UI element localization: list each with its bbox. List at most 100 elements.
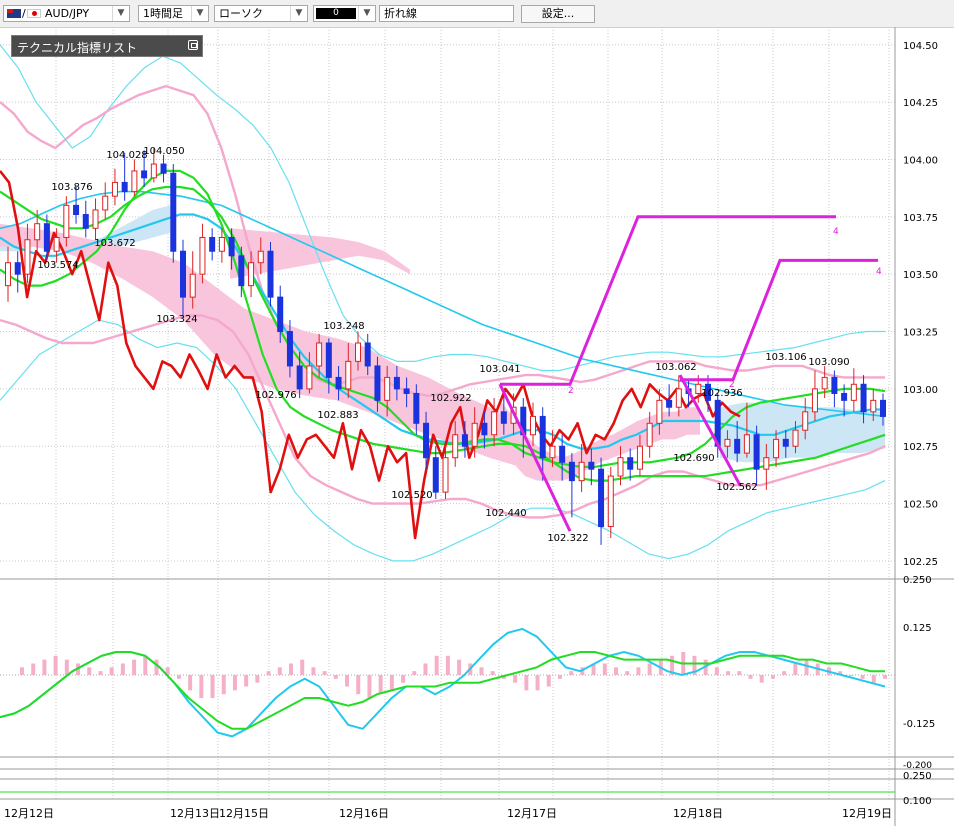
y-tick-label: 102.75 [903,442,938,453]
candle-body [34,223,41,241]
candle-body [860,383,867,413]
price-label: 103.062 [655,362,696,373]
chevron-down-icon[interactable]: ▼ [191,6,208,21]
candle-body [170,172,177,252]
candle-body [306,365,313,390]
toolbar: / AUD/JPY ▼ 1時間足 ▼ ローソク ▼ 0 ▼ 折れ線 設定... [0,0,954,28]
x-tick-label: 12月12日 [4,807,54,820]
restore-window-icon[interactable] [188,40,198,50]
macd-histogram-bar [490,671,495,675]
price-label: 103.876 [51,182,92,193]
zigzag-line-2b [678,374,742,486]
color-swatch: 0 [316,8,356,19]
timeframe-select[interactable]: 1時間足 ▼ [138,5,209,22]
candle-body [218,236,225,252]
macd-histogram-bar [154,659,159,675]
candle-body [666,399,673,408]
candle-body [267,250,274,298]
y-tick-label: 104.50 [903,41,938,52]
candle-body [209,236,216,252]
candle-body [461,434,468,447]
color-select[interactable]: 0 ▼ [313,5,376,22]
candle-body [491,411,498,436]
candle-body [374,365,381,401]
macd-histogram-bar [210,675,215,699]
candle-body [636,445,643,470]
candle-body [189,273,196,298]
macd-histogram-bar [838,671,843,675]
price-label: 102.520 [391,490,432,501]
candle-body [238,255,245,287]
zigzag-line-1 [500,215,836,386]
chevron-down-icon[interactable]: ▼ [290,6,307,21]
osc-tick-label: 0.250 [903,575,932,586]
macd-histogram-bar [288,663,293,675]
macd-histogram-bar [849,675,854,676]
macd-histogram-bar [513,675,518,683]
candle-body [345,360,352,390]
macd-histogram-bar [782,671,787,675]
green-ma-upper [0,185,886,468]
timeframe-label: 1時間足 [143,7,183,20]
x-tick-label: 12月17日 [507,807,557,820]
macd-line [0,627,886,738]
candle-body [880,399,886,417]
chart-style-label: ローソク [219,7,263,20]
macd-histogram-bar [176,675,181,679]
candle-body [743,434,750,454]
zigzag-label: 4 [833,227,839,237]
candle-body [831,376,838,394]
chart-style-select[interactable]: ローソク ▼ [214,5,308,22]
x-tick-label: 12月18日 [673,807,723,820]
price-label: 104.028 [106,150,147,161]
candle-body [199,236,206,275]
candle-body [530,415,536,436]
settings-button[interactable]: 設定... [521,5,595,23]
macd-histogram-bar [188,675,193,691]
candle-body [150,163,157,179]
line-style-select[interactable]: 折れ線 [379,5,514,22]
macd-histogram-bar [670,655,675,675]
candle-body [53,236,60,252]
chevron-down-icon[interactable]: ▼ [112,6,129,21]
macd-histogram-bar [737,671,742,675]
x-tick-label: 12月15日 [219,807,269,820]
currency-pair-select[interactable]: / AUD/JPY ▼ [3,5,130,22]
bottom-tick-label: 0.100 [903,796,932,807]
candle-body [73,204,80,216]
macd-histogram-bar [143,655,148,675]
macd-histogram-bar [165,667,170,675]
price-label: 103.090 [808,357,849,368]
bollinger-upper-line [0,44,885,372]
technical-indicator-list-panel[interactable]: テクニカル指標リスト [11,35,203,57]
osc-tick-label: -0.125 [903,719,935,730]
cloud-pink-2 [230,228,410,279]
macd-histogram-bar [692,655,697,675]
chevron-down-icon[interactable]: ▼ [358,6,375,21]
zigzag-line-1b [498,383,572,532]
macd-histogram-bar [277,667,282,675]
candle-body [82,214,89,229]
macd-histogram-bar [412,671,417,675]
zigzag-label: 2 [568,386,574,396]
zigzag-lines: 2 2 4 4 [498,215,882,532]
macd-histogram-bar [770,675,775,679]
price-label: 102.976 [255,390,296,401]
x-tick-label: 12月13日 [170,807,220,820]
macd-histogram-bar [199,675,204,699]
candle-body [92,209,99,229]
candle-body [811,388,818,413]
zigzag-line-2 [680,258,878,382]
macd-histogram-bar [322,671,327,675]
candle-body [656,399,663,424]
candle-body [870,399,877,413]
price-label: 103.574 [37,260,78,271]
y-axis: 104.50 104.25 104.00 103.75 103.50 103.25 103.… [903,41,938,568]
currency-pair-label: AUD/JPY [45,7,90,20]
macd-histogram-bar [591,663,596,675]
macd-histogram-bar [524,675,529,691]
x-tick-label: 12月19日 [842,807,892,820]
